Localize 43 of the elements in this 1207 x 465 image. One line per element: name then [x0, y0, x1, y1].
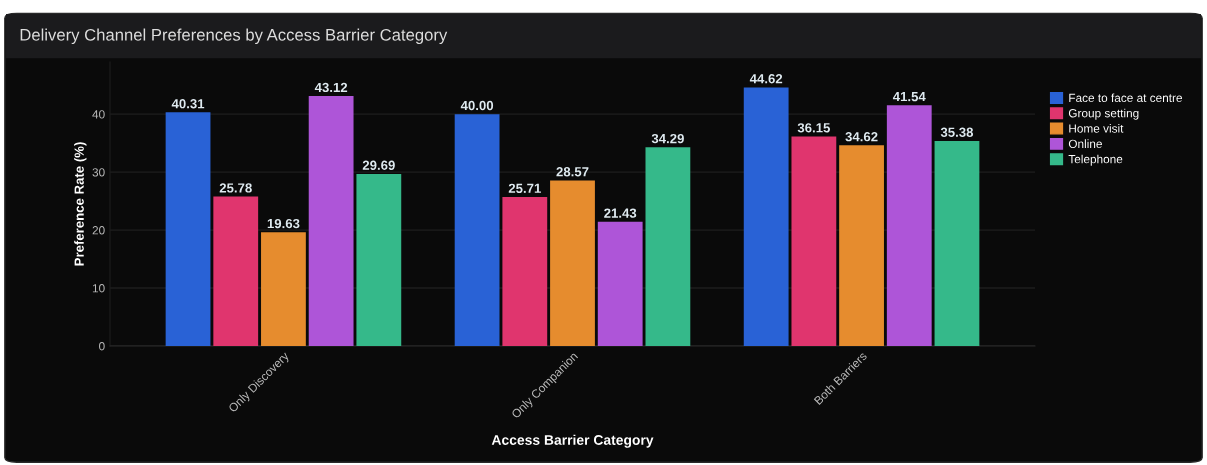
bar [454, 114, 500, 346]
data-label: 43.12 [314, 82, 348, 93]
data-label: 21.43 [604, 208, 637, 218]
bar [261, 232, 306, 346]
data-label: 44.62 [749, 74, 783, 84]
legend-label: Face to face at centre [1069, 93, 1182, 103]
legend-label: Online [1068, 139, 1102, 149]
bar [502, 196, 548, 346]
data-label: 19.63 [267, 218, 300, 229]
legend-label: Telephone [1068, 154, 1123, 166]
bar [550, 180, 595, 346]
data-label: 29.69 [362, 160, 395, 170]
bar [165, 112, 211, 346]
bar [645, 147, 691, 346]
bar [213, 196, 259, 346]
data-label: 34.62 [845, 132, 878, 142]
legend-label: Group setting [1068, 108, 1139, 120]
bar [356, 173, 402, 346]
data-label: 40.31 [171, 99, 205, 109]
bar [839, 145, 884, 346]
data-label: 34.29 [651, 133, 684, 144]
y-tick-label: 0 [99, 342, 105, 351]
data-label: 36.15 [797, 123, 831, 133]
data-label: 40.00 [460, 100, 494, 111]
bar [743, 87, 789, 346]
bar [597, 221, 643, 346]
bar [886, 105, 932, 346]
data-label: 25.71 [508, 183, 541, 193]
bar [308, 96, 354, 346]
data-label: 35.38 [940, 127, 974, 137]
bar [791, 136, 837, 346]
y-tick-label: 30 [92, 168, 105, 177]
legend-label: Home visit [1069, 124, 1124, 133]
x-axis-title: Access Barrier Category [491, 434, 654, 448]
y-tick-label: 40 [92, 110, 105, 119]
y-tick-label: 10 [92, 284, 105, 293]
data-label: 28.57 [556, 167, 589, 177]
bar [934, 140, 980, 346]
y-axis-title: Preference Rate (%) [74, 142, 87, 266]
data-label: 25.78 [219, 183, 252, 193]
y-tick-label: 20 [92, 226, 105, 235]
data-label: 41.54 [892, 92, 926, 102]
chart-title: Delivery Channel Preferences by Access Barrier Category [20, 28, 448, 45]
